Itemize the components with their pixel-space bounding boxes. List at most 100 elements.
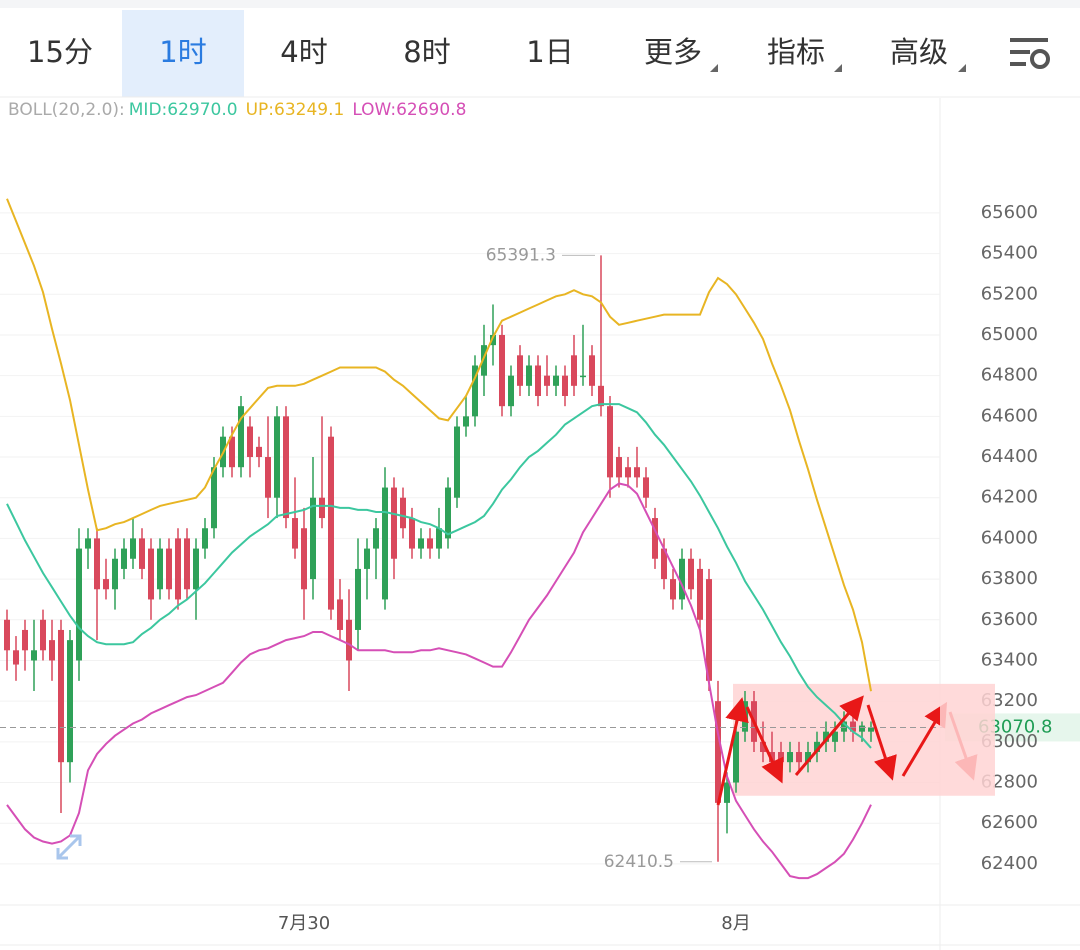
candle-body: [58, 629, 64, 763]
candle-body: [598, 385, 604, 407]
candle-body: [652, 518, 658, 559]
boll-label: BOLL(20,2.0):: [8, 100, 125, 120]
candle-body: [490, 334, 496, 346]
y-tick-label: 63000: [981, 731, 1038, 752]
boll-legend-entry: UP:63249.1: [246, 100, 345, 120]
boll-line: [6, 482, 872, 880]
candle-body: [850, 721, 856, 732]
candle-body: [697, 568, 703, 620]
candle-body: [868, 727, 874, 732]
candle-body: [265, 457, 271, 498]
candle-body: [688, 558, 694, 590]
candle-body: [49, 640, 55, 661]
candle-body: [859, 725, 865, 732]
candle-body: [841, 721, 847, 732]
y-tick-label: 62800: [981, 772, 1038, 793]
tab[interactable]: 1日: [526, 35, 573, 69]
active-tab-bg: [122, 10, 244, 97]
candle-body: [589, 355, 595, 386]
candle-body: [76, 548, 82, 661]
y-tick-label: 62600: [981, 812, 1038, 833]
candle-body: [634, 467, 640, 478]
expand-icon[interactable]: [56, 834, 82, 860]
y-tick-label: 63800: [981, 568, 1038, 589]
candle-body: [814, 741, 820, 753]
x-tick-label: 7月30: [278, 913, 330, 934]
highlight-zone-ext: [940, 683, 995, 796]
dropdown-marks: [710, 64, 966, 72]
candle-body: [301, 528, 307, 590]
candle-body: [607, 406, 613, 478]
tab[interactable]: 1时: [159, 35, 206, 69]
candle-body: [157, 548, 163, 590]
boll-legend: BOLL(20,2.0): MID:62970.0 UP:63249.1 LOW:62…: [8, 100, 466, 120]
x-tick-label: 8月: [721, 913, 750, 934]
candle-body: [670, 579, 676, 600]
candle-body: [580, 375, 586, 378]
y-tick-label: 65600: [981, 202, 1038, 223]
candle-body: [319, 497, 325, 519]
candle-body: [625, 467, 631, 478]
candle-body: [616, 457, 622, 478]
candle-body: [418, 538, 424, 549]
tab[interactable]: 15分: [27, 35, 93, 69]
y-tick-label: 63400: [981, 649, 1038, 670]
candle-body: [400, 497, 406, 529]
candle-body: [715, 701, 721, 803]
candle-body: [472, 365, 478, 417]
y-tick-label: 65200: [981, 283, 1038, 304]
y-tick-label: 64000: [981, 527, 1038, 548]
candle-body: [544, 375, 550, 386]
candle-body: [832, 731, 838, 742]
candle-body: [526, 365, 532, 386]
candle-body: [67, 640, 73, 763]
candle-body: [508, 375, 514, 407]
tab[interactable]: 高级: [890, 35, 948, 69]
candle-body: [724, 782, 730, 803]
candle-body: [787, 752, 793, 763]
tab[interactable]: 4时: [280, 35, 327, 69]
candle-body: [94, 538, 100, 590]
candle-body: [247, 426, 253, 458]
candle-body: [643, 477, 649, 498]
candle-body: [364, 548, 370, 569]
y-tick-label: 65400: [981, 243, 1038, 264]
high-label: 65391.3: [486, 245, 556, 265]
candle-body: [310, 497, 316, 580]
candle-body: [166, 548, 172, 590]
candle-body: [346, 619, 352, 661]
candle-body: [517, 355, 523, 386]
candle-body: [823, 731, 829, 742]
settings-icon[interactable]: [1010, 38, 1050, 69]
candle-body: [103, 579, 109, 590]
y-tick-label: 64400: [981, 446, 1038, 467]
y-tick-label: 64600: [981, 405, 1038, 426]
tab[interactable]: 8时: [403, 35, 450, 69]
tab[interactable]: 指标: [767, 35, 825, 69]
y-tick-label: 64200: [981, 487, 1038, 508]
candle-body: [679, 558, 685, 600]
candle-body: [202, 528, 208, 549]
candle-body: [553, 375, 559, 386]
status-strip: [0, 0, 1080, 8]
tab[interactable]: 更多: [644, 35, 702, 69]
candle-body: [85, 538, 91, 549]
boll-legend-entry: MID:62970.0: [129, 100, 238, 120]
candle-body: [463, 416, 469, 427]
candle-body: [805, 752, 811, 763]
candle-body: [535, 365, 541, 397]
candle-body: [328, 436, 334, 610]
candle-body: [373, 528, 379, 549]
candle-body: [193, 548, 199, 590]
candle-body: [22, 629, 28, 651]
candle-body: [112, 558, 118, 590]
candle-body: [238, 406, 244, 468]
boll-line: [6, 198, 872, 692]
candle-body: [733, 731, 739, 783]
candle-body: [229, 436, 235, 468]
y-tick-label: 65000: [981, 324, 1038, 345]
candle-body: [436, 528, 442, 549]
candle-body: [499, 334, 505, 407]
candle-body: [274, 416, 280, 498]
candle-body: [13, 650, 19, 665]
